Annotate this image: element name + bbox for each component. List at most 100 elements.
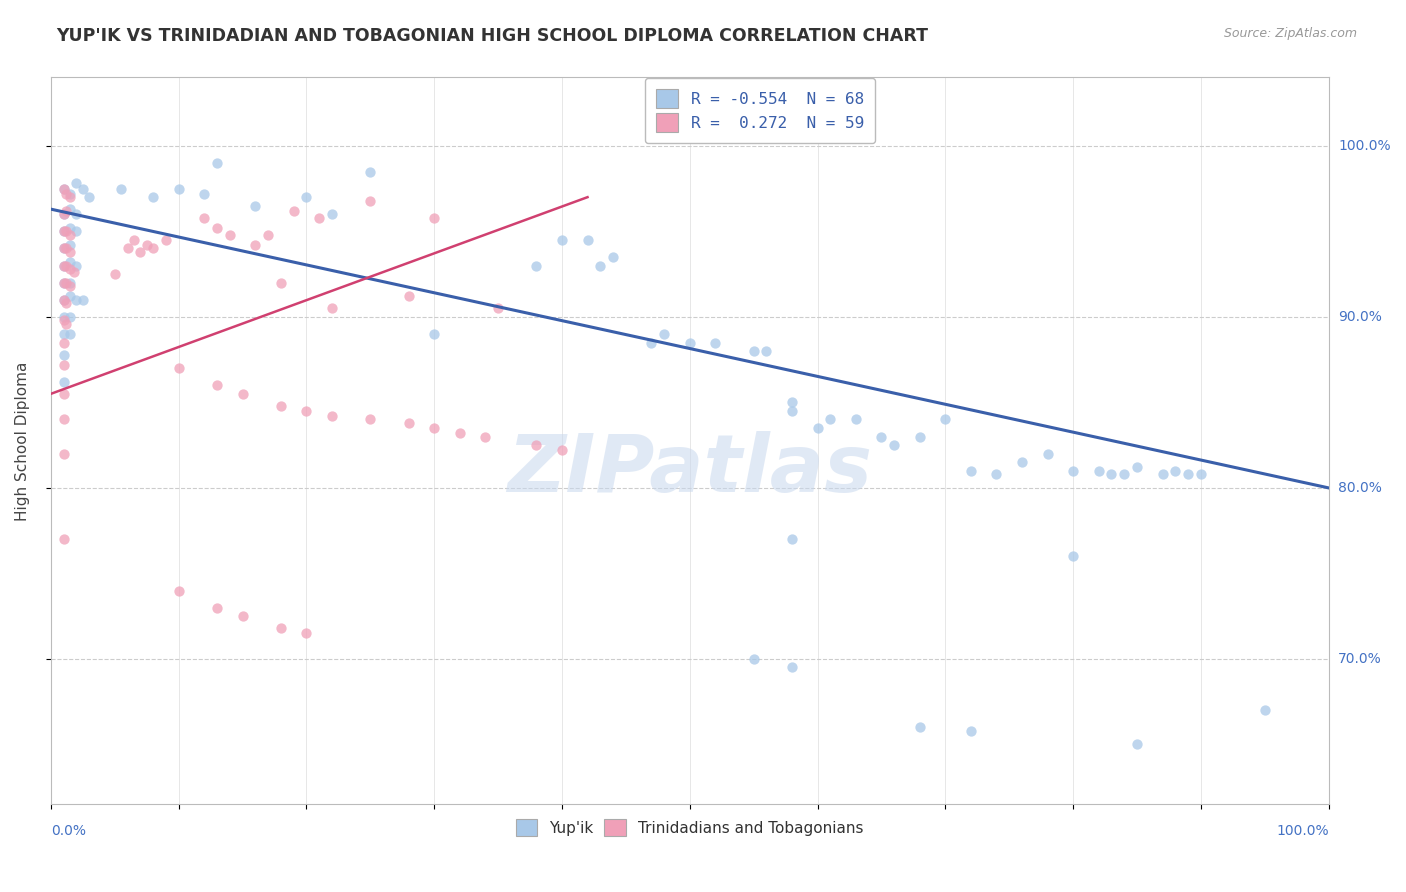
Point xyxy=(72,181,94,195)
Point xyxy=(205,221,228,235)
Point xyxy=(55,259,77,273)
Point xyxy=(423,326,446,341)
Point xyxy=(52,310,75,324)
Point xyxy=(55,224,77,238)
Point xyxy=(52,207,75,221)
Point xyxy=(65,207,87,221)
Point xyxy=(908,720,931,734)
Point xyxy=(52,387,75,401)
Point xyxy=(65,224,87,238)
Point xyxy=(1189,467,1212,482)
Point xyxy=(321,409,343,423)
Point xyxy=(780,533,803,547)
Point xyxy=(52,293,75,307)
Point xyxy=(742,652,765,666)
Point xyxy=(52,224,75,238)
Point xyxy=(1164,464,1187,478)
Point xyxy=(55,242,77,256)
Point xyxy=(55,296,77,310)
Point xyxy=(704,335,727,350)
Point xyxy=(142,242,165,256)
Text: 80.0%: 80.0% xyxy=(1339,481,1382,495)
Point xyxy=(52,335,75,350)
Point xyxy=(780,660,803,674)
Point xyxy=(52,313,75,327)
Point xyxy=(845,412,868,426)
Point xyxy=(52,242,75,256)
Point xyxy=(1099,467,1122,482)
Point xyxy=(52,181,75,195)
Point xyxy=(934,412,956,426)
Point xyxy=(231,387,253,401)
Text: 100.0%: 100.0% xyxy=(1339,139,1391,153)
Text: 70.0%: 70.0% xyxy=(1339,652,1382,666)
Text: 0.0%: 0.0% xyxy=(51,824,86,838)
Point xyxy=(59,326,82,341)
Point xyxy=(52,358,75,372)
Point xyxy=(52,276,75,290)
Point xyxy=(65,177,87,191)
Point xyxy=(59,310,82,324)
Text: ZIPatlas: ZIPatlas xyxy=(508,431,872,509)
Point xyxy=(55,317,77,331)
Point xyxy=(59,276,82,290)
Point xyxy=(640,335,662,350)
Point xyxy=(474,429,496,443)
Point xyxy=(63,265,86,279)
Point xyxy=(245,238,267,252)
Point xyxy=(1036,447,1059,461)
Point xyxy=(359,412,381,426)
Point xyxy=(870,429,893,443)
Point xyxy=(218,227,240,242)
Point xyxy=(1254,703,1277,717)
Point xyxy=(167,583,190,598)
Point xyxy=(423,421,446,435)
Point xyxy=(167,181,190,195)
Point xyxy=(55,186,77,201)
Point xyxy=(780,395,803,409)
Point xyxy=(52,242,75,256)
Text: 90.0%: 90.0% xyxy=(1339,310,1382,324)
Point xyxy=(742,344,765,359)
Point xyxy=(59,190,82,204)
Point xyxy=(59,238,82,252)
Point xyxy=(1011,455,1033,469)
Point xyxy=(270,399,292,413)
Point xyxy=(576,233,599,247)
Point xyxy=(1062,549,1084,564)
Point xyxy=(59,202,82,216)
Text: Source: ZipAtlas.com: Source: ZipAtlas.com xyxy=(1223,27,1357,40)
Point xyxy=(72,293,94,307)
Point xyxy=(359,164,381,178)
Point xyxy=(526,438,548,452)
Point xyxy=(1152,467,1174,482)
Point xyxy=(129,244,152,259)
Point xyxy=(52,326,75,341)
Point xyxy=(231,609,253,624)
Point xyxy=(59,279,82,293)
Point xyxy=(257,227,280,242)
Point xyxy=(193,211,215,225)
Point xyxy=(295,626,318,640)
Point xyxy=(602,250,624,264)
Point xyxy=(52,447,75,461)
Point xyxy=(52,224,75,238)
Point xyxy=(52,259,75,273)
Point xyxy=(295,190,318,204)
Point xyxy=(155,233,177,247)
Point xyxy=(59,221,82,235)
Point xyxy=(104,267,127,281)
Point xyxy=(117,242,139,256)
Point xyxy=(52,259,75,273)
Point xyxy=(1114,467,1136,482)
Point xyxy=(1126,460,1149,475)
Point xyxy=(59,244,82,259)
Point xyxy=(55,203,77,218)
Point xyxy=(321,301,343,316)
Legend: Yup'ik, Trinidadians and Tobagonians: Yup'ik, Trinidadians and Tobagonians xyxy=(509,811,872,844)
Point xyxy=(65,293,87,307)
Point xyxy=(551,233,574,247)
Point xyxy=(245,199,267,213)
Point xyxy=(122,233,145,247)
Point xyxy=(52,276,75,290)
